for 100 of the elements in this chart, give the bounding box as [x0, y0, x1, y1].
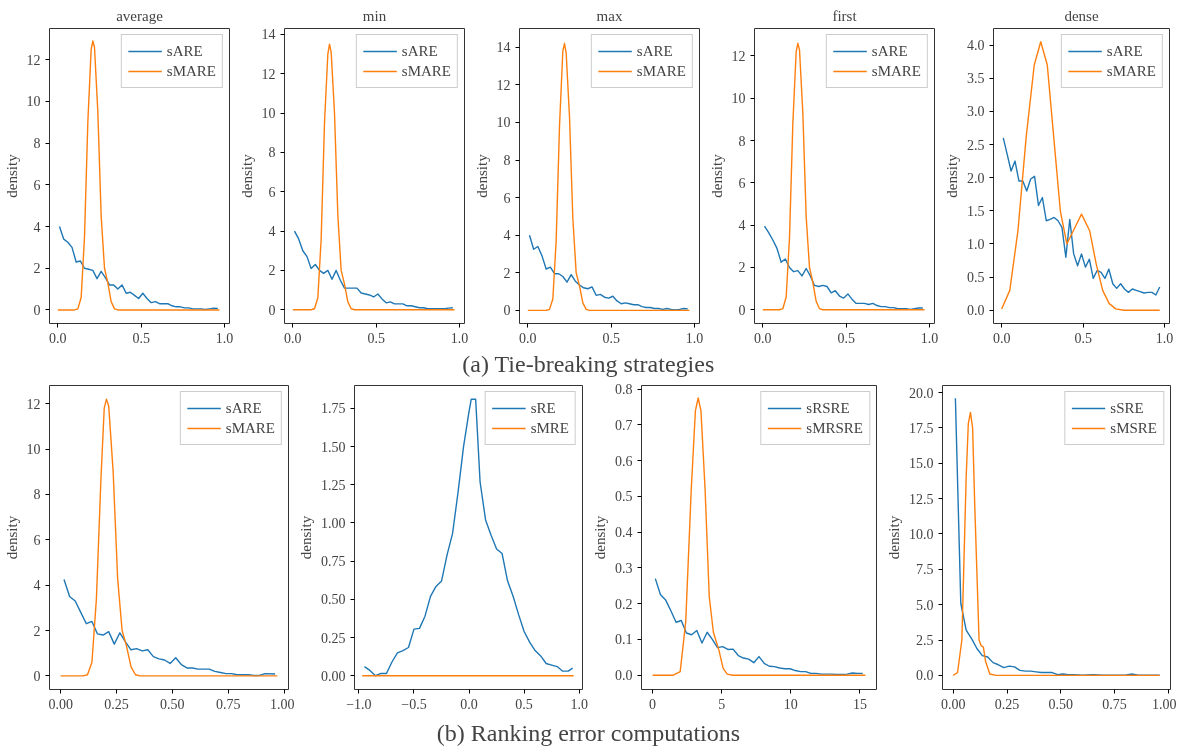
line-series — [293, 230, 454, 310]
legend-label: sSRE — [1110, 399, 1144, 417]
line-series — [63, 578, 276, 677]
x-tick-label: 0.5 — [367, 330, 385, 346]
line-series — [57, 40, 221, 311]
y-tick-label: 12.5 — [909, 491, 934, 507]
y-tick-label: 8 — [33, 487, 41, 503]
y-tick-label: 10 — [731, 91, 746, 107]
y-tick-label: 12 — [26, 52, 41, 68]
y-tick-label: 3.0 — [967, 104, 985, 120]
x-tick-label: 0.25 — [104, 696, 129, 712]
line-series — [762, 42, 926, 311]
y-tick-label: 0.2 — [615, 596, 633, 612]
line-series — [651, 397, 867, 676]
y-tick-label: 0.00 — [321, 668, 346, 684]
line-series — [363, 398, 574, 677]
y-tick-label: 6 — [503, 190, 511, 206]
chart-title: first — [832, 7, 858, 24]
x-tick-label: 1.0 — [450, 330, 469, 346]
y-tick-label: 0.0 — [916, 668, 934, 684]
chart-title: average — [116, 7, 164, 24]
y-axis-title: density — [3, 515, 20, 560]
y-tick-label: 6 — [33, 177, 41, 193]
y-tick-label: 0.6 — [615, 453, 633, 469]
legend-label: sMARE — [871, 62, 921, 80]
legend-label: sMARE — [1106, 62, 1156, 80]
x-tick-label: 0.25 — [994, 696, 1020, 712]
line-series — [654, 577, 864, 676]
y-tick-label: 0 — [33, 668, 41, 684]
x-tick-label: 0.00 — [48, 696, 73, 712]
y-tick-label: 4 — [33, 219, 41, 235]
y-tick-label: 0.8 — [615, 382, 633, 398]
line-series — [292, 43, 456, 311]
legend-label: sMARE — [225, 419, 275, 437]
y-tick-label: 8 — [503, 153, 511, 169]
y-tick-label: 4 — [268, 224, 276, 240]
x-tick-label: 1.0 — [215, 330, 234, 346]
x-tick-label: 0.0 — [519, 330, 537, 346]
y-axis-title: density — [3, 153, 20, 198]
y-axis-title: density — [473, 153, 490, 198]
legend-label: sARE — [636, 42, 673, 60]
x-tick-label: 0.75 — [1102, 696, 1127, 712]
y-tick-label: 10.0 — [909, 526, 934, 542]
y-tick-label: 1.75 — [321, 401, 346, 417]
y-tick-label: 0.5 — [967, 270, 985, 286]
x-tick-label: 0.50 — [160, 696, 185, 712]
line-series — [1000, 41, 1161, 311]
y-tick-label: 8 — [268, 145, 276, 161]
y-axis-title: density — [238, 153, 255, 198]
legend-label: sARE — [1106, 42, 1143, 60]
x-tick-label: 5 — [718, 696, 726, 712]
x-tick-label: −0.5 — [401, 696, 427, 712]
y-tick-label: 2 — [33, 623, 41, 639]
y-tick-label: 15.0 — [909, 456, 934, 472]
x-tick-label: 0.0 — [754, 330, 772, 346]
chart-title: max — [596, 7, 623, 24]
y-tick-label: 20.0 — [909, 385, 934, 401]
y-tick-label: 0.0 — [967, 303, 985, 319]
x-tick-label: 1.0 — [1155, 330, 1174, 346]
legend-label: sARE — [871, 42, 908, 60]
x-tick-label: 0.75 — [215, 696, 241, 712]
y-tick-label: 10 — [261, 106, 276, 122]
y-tick-label: 3.5 — [967, 71, 985, 87]
y-tick-label: 0.0 — [615, 668, 633, 684]
y-tick-label: 2.5 — [916, 633, 934, 649]
y-tick-label: 2 — [503, 265, 511, 281]
y-tick-label: 6 — [738, 175, 746, 191]
y-tick-label: 1.25 — [321, 477, 346, 493]
y-tick-label: 10 — [496, 115, 511, 131]
line-series — [1002, 137, 1161, 296]
y-tick-label: 14 — [261, 27, 276, 43]
y-tick-label: 2.5 — [967, 137, 985, 153]
line-series — [527, 42, 691, 312]
x-tick-label: 15 — [852, 696, 867, 712]
x-tick-label: 0.0 — [284, 330, 302, 346]
legend-label: sARE — [401, 42, 438, 60]
x-tick-label: 0.50 — [1048, 696, 1074, 712]
x-tick-label: 0.0 — [49, 330, 67, 346]
y-tick-label: 0 — [503, 303, 511, 319]
y-tick-label: 12 — [261, 66, 276, 82]
y-axis-title: density — [944, 153, 960, 198]
x-tick-label: 10 — [783, 696, 798, 712]
text: (b) Ranking error computations — [436, 719, 741, 746]
y-tick-label: 0 — [33, 302, 41, 318]
y-tick-label: 12 — [26, 396, 41, 412]
x-tick-label: 1.0 — [685, 330, 704, 346]
legend-label: sMRSRE — [806, 419, 863, 437]
y-tick-label: 4 — [33, 578, 41, 594]
x-tick-label: −1.0 — [346, 696, 372, 712]
y-tick-label: 0.4 — [615, 525, 633, 541]
y-tick-label: 1.0 — [967, 236, 985, 252]
y-tick-label: 2 — [33, 261, 41, 277]
y-tick-label: 0.7 — [615, 417, 633, 433]
text: (a) Tie-breaking strategies — [462, 350, 715, 377]
legend-label: sRE — [530, 399, 556, 417]
line-series — [528, 234, 689, 311]
y-tick-label: 10 — [26, 442, 41, 458]
legend-label: sMARE — [636, 62, 686, 80]
y-tick-label: 4.0 — [967, 38, 985, 54]
legend-label: sARE — [225, 399, 262, 417]
